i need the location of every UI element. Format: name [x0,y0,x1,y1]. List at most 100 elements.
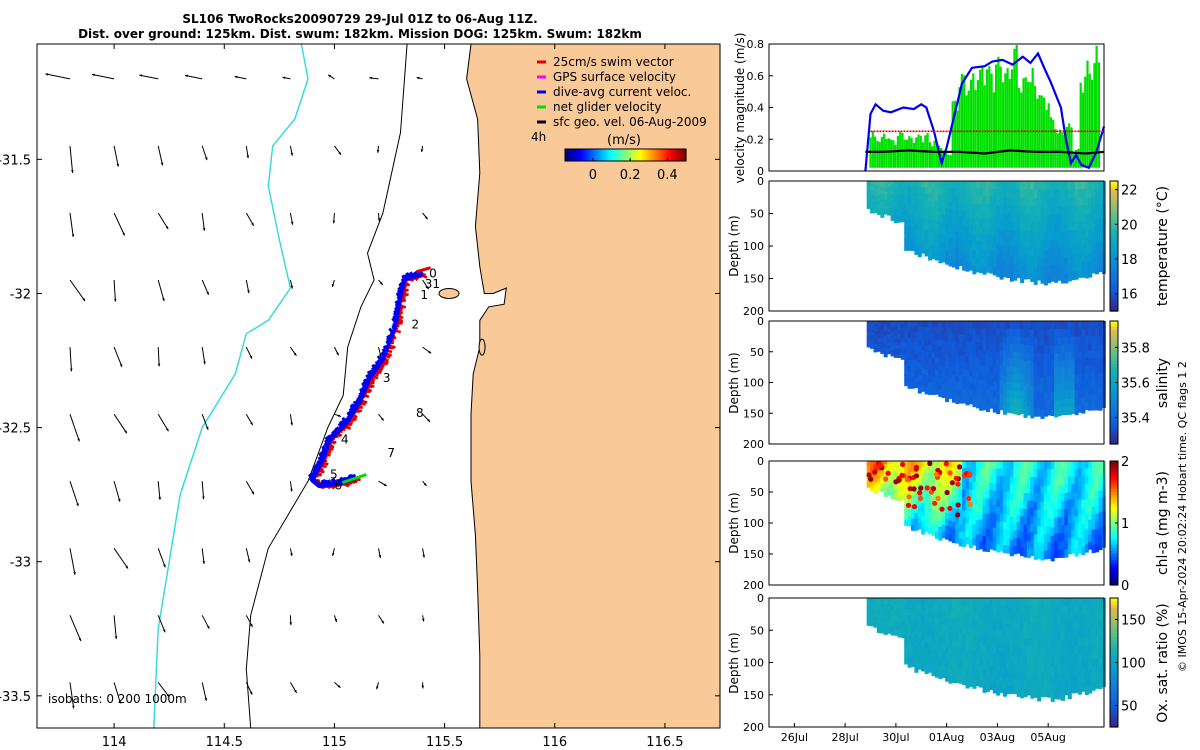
section-cell [938,333,943,341]
section-cell [1013,255,1018,265]
section-cell [1016,484,1021,493]
section-cell [934,333,939,340]
section-cell [979,598,984,606]
section-cell [1054,231,1059,241]
section-cell [948,461,953,469]
section-cell [1061,249,1065,259]
section-cell [1037,238,1042,248]
section-colorbar-cell [1110,397,1118,402]
section-cell [1016,630,1021,640]
section-cell [948,244,953,253]
section-cell [1084,387,1089,396]
section-cell [1054,376,1059,386]
section-cell [1071,507,1076,516]
section-cell [1047,550,1052,559]
section-cell [876,609,881,613]
geo-arrow [157,682,170,698]
section-cell [996,686,1001,696]
section-cell [1054,648,1059,658]
section-cell [1088,245,1093,254]
section-cell [1081,245,1086,254]
section-cell [1023,525,1028,534]
section-cell [1074,189,1079,198]
section-cell [992,605,997,615]
chl-sample-dot [967,501,974,507]
section-cell [917,212,922,220]
section-colorbar-cell [1110,694,1118,699]
section-cell [1003,545,1007,554]
section-cell [1091,249,1096,259]
section-cell [958,334,963,343]
section-cell [1078,662,1082,671]
section-cell [1054,408,1059,418]
section-cell [1037,501,1042,511]
section-cell [924,381,929,389]
section-cell [1040,535,1045,544]
section-cell [982,684,987,693]
section-cell [1078,678,1082,687]
section-cell [986,613,990,622]
section-cell [955,181,960,189]
section-cell [972,503,977,511]
section-cell [941,181,946,189]
section-cell [904,519,909,526]
section-cell [1013,530,1018,539]
section-cell [962,641,967,649]
section-cell [907,514,912,521]
section-cell [962,375,967,384]
section-cell [941,486,946,494]
section-cell [1037,615,1042,625]
section-cell [986,521,990,530]
section-cell [1050,214,1055,224]
section-cell [1006,685,1011,695]
section-cell [948,626,953,635]
section-cell [1095,350,1099,359]
section-cell [904,652,909,659]
geo-arrow [69,347,72,372]
section-cell [907,520,912,527]
section-cell [1088,221,1093,230]
section-cell [999,498,1004,507]
section-cell [873,328,878,332]
section-cell [876,326,881,330]
isobath-200m [245,44,408,728]
section-cell [1013,352,1018,361]
section-cell [1003,244,1007,254]
section-cell [1098,263,1103,272]
section-cell [965,628,970,637]
section-cell [1057,238,1062,248]
day-marker: 1 [420,288,428,302]
section-cell [1074,613,1079,623]
section-cell [1043,622,1048,632]
section-cell [1043,630,1048,640]
section-cell [1026,344,1031,353]
section-cell [876,183,881,188]
section-cell [1064,214,1069,224]
section-cell [890,187,895,192]
section-cell [968,612,973,621]
geo-arrow [201,682,207,702]
section-colorbar-cell [1110,566,1118,571]
colorbar-cell [587,149,590,161]
section-cell [894,470,898,475]
section-cell [1037,469,1042,478]
section-cell [897,617,902,622]
section-cell [1064,198,1069,208]
section-colorbar-cell [1110,233,1118,237]
section-cell [955,261,960,270]
section-cell [1095,491,1099,500]
geo-arrowhead [72,705,75,709]
section-cell [948,633,953,642]
section-cell [1037,197,1042,207]
section-cell [1067,272,1072,282]
section-cell [1064,525,1069,534]
section-cell [928,382,933,389]
section-cell [938,461,943,469]
section-cell [999,238,1004,247]
section-cell [894,348,898,352]
section-cell [1081,344,1086,353]
section-cell [880,606,885,611]
section-cell [1088,677,1093,686]
section-cell [897,336,902,340]
colorbar-cell [613,149,617,161]
